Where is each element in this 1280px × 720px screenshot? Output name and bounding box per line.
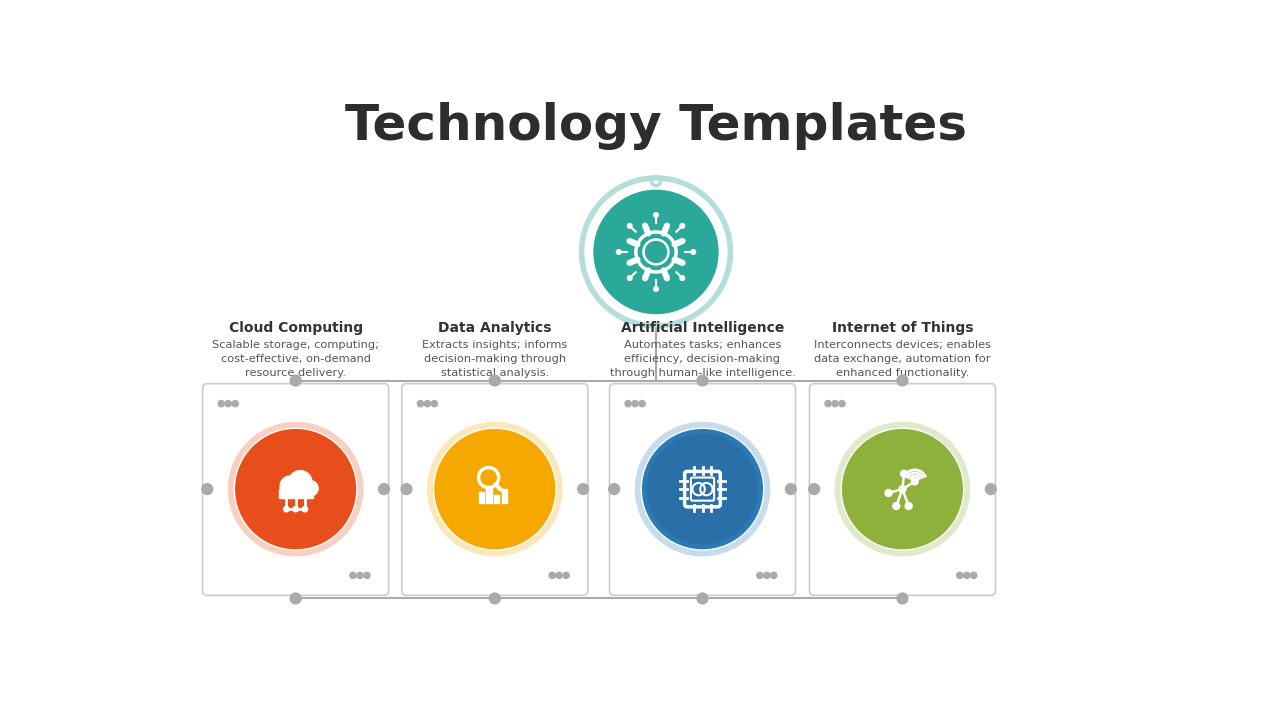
Circle shape [680,223,685,228]
Circle shape [202,484,212,495]
Text: Internet of Things: Internet of Things [832,321,973,336]
Circle shape [911,478,918,485]
Circle shape [901,470,908,477]
Circle shape [401,484,412,495]
Circle shape [357,572,364,578]
Text: Automates tasks; enhances
efficiency, decision-making
through human-like intelli: Automates tasks; enhances efficiency, de… [609,340,795,378]
Circle shape [549,572,556,578]
Circle shape [349,572,356,578]
Circle shape [824,400,831,407]
Circle shape [897,593,908,604]
Circle shape [644,431,760,547]
Circle shape [771,572,777,578]
Circle shape [617,250,621,254]
Circle shape [594,190,718,313]
Circle shape [609,484,620,495]
FancyBboxPatch shape [402,384,588,595]
Circle shape [884,490,892,496]
Circle shape [291,375,301,386]
Circle shape [417,400,424,407]
Circle shape [431,400,438,407]
Circle shape [654,212,658,217]
Text: Scalable storage, computing;
cost-effective, on-demand
resource delivery.: Scalable storage, computing; cost-effect… [212,340,379,378]
Circle shape [680,276,685,280]
Circle shape [556,572,562,578]
Circle shape [786,484,796,495]
Circle shape [654,287,658,291]
Circle shape [302,506,307,512]
Circle shape [899,486,906,492]
FancyBboxPatch shape [486,486,492,503]
Circle shape [809,484,819,495]
FancyBboxPatch shape [502,489,507,503]
Text: Artificial Intelligence: Artificial Intelligence [621,321,785,336]
Circle shape [845,431,960,547]
Circle shape [970,572,977,578]
Circle shape [232,400,238,407]
Circle shape [756,572,763,578]
Circle shape [691,250,695,254]
Circle shape [627,223,632,228]
Circle shape [436,431,553,547]
Circle shape [897,375,908,386]
Circle shape [627,276,632,280]
FancyBboxPatch shape [609,384,795,595]
FancyBboxPatch shape [809,384,996,595]
FancyBboxPatch shape [479,492,484,503]
Circle shape [289,471,312,494]
Circle shape [964,572,970,578]
Circle shape [625,400,631,407]
Circle shape [905,503,913,510]
Text: Interconnects devices; enables
data exchange, automation for
enhanced functional: Interconnects devices; enables data exch… [814,340,991,378]
Circle shape [218,400,224,407]
Circle shape [832,400,838,407]
Text: Data Analytics: Data Analytics [438,321,552,336]
FancyBboxPatch shape [279,489,314,498]
Circle shape [225,400,232,407]
Text: Extracts insights; informs
decision-making through
statistical analysis.: Extracts insights; informs decision-maki… [422,340,567,378]
Circle shape [489,375,500,386]
Circle shape [632,400,639,407]
Circle shape [986,484,996,495]
Text: Cloud Computing: Cloud Computing [229,321,362,336]
Circle shape [364,572,370,578]
Circle shape [641,428,764,550]
Circle shape [293,506,298,512]
Circle shape [563,572,570,578]
Circle shape [586,183,726,321]
Circle shape [764,572,771,578]
Circle shape [434,428,556,550]
Circle shape [956,572,963,578]
Circle shape [302,481,319,496]
FancyBboxPatch shape [202,384,389,595]
Circle shape [639,400,645,407]
FancyBboxPatch shape [494,495,499,503]
Circle shape [284,506,289,512]
Circle shape [577,484,589,495]
Circle shape [280,476,301,496]
Circle shape [698,375,708,386]
Circle shape [234,428,357,550]
Circle shape [379,484,389,495]
Circle shape [291,593,301,604]
Circle shape [892,503,900,510]
Circle shape [238,431,353,547]
Text: Technology Templates: Technology Templates [346,102,966,150]
Circle shape [489,593,500,604]
Circle shape [424,400,430,407]
Circle shape [698,593,708,604]
Circle shape [841,428,964,550]
Circle shape [838,400,845,407]
